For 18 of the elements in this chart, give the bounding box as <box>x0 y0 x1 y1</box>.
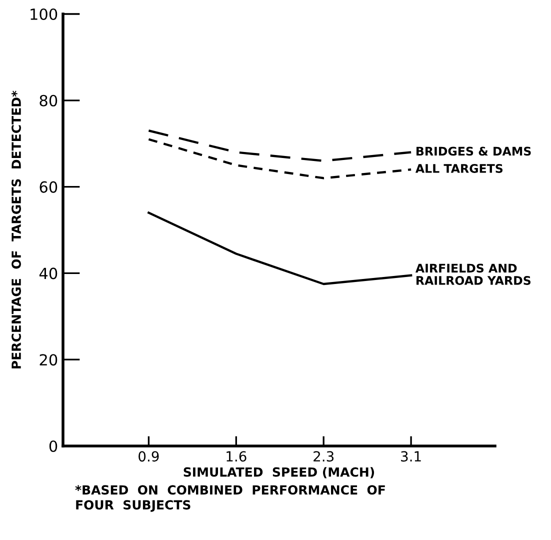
series-label: AIRFIELDS AND RAILROAD YARDS <box>415 264 531 285</box>
y-tick-label: 60 <box>40 181 58 193</box>
series-label: ALL TARGETS <box>415 164 503 173</box>
x-tick-label: 2.3 <box>314 451 334 462</box>
line-series <box>148 212 412 286</box>
y-tick-label: 100 <box>30 8 58 20</box>
x-axis-title: SIMULATED SPEED (MACH) <box>184 467 374 478</box>
y-tick-label: 20 <box>40 354 58 366</box>
x-tick-label: 0.9 <box>138 451 159 462</box>
y-tick-label: 40 <box>39 268 58 280</box>
y-tick-label: 0 <box>49 440 58 452</box>
line-series <box>148 138 412 180</box>
y-axis-title: PERCENTAGE OF TARGETS DETECTED* <box>12 90 21 368</box>
text: *BASED ON COMBINED PERFORMANCE OF FOUR SUBJECTS <box>75 485 385 512</box>
y-tick-label: 80 <box>40 94 58 106</box>
series-label: BRIDGES & DAMS <box>416 146 531 156</box>
x-tick-label: 3.1 <box>401 451 421 462</box>
x-tick-label: 1.6 <box>226 451 246 462</box>
